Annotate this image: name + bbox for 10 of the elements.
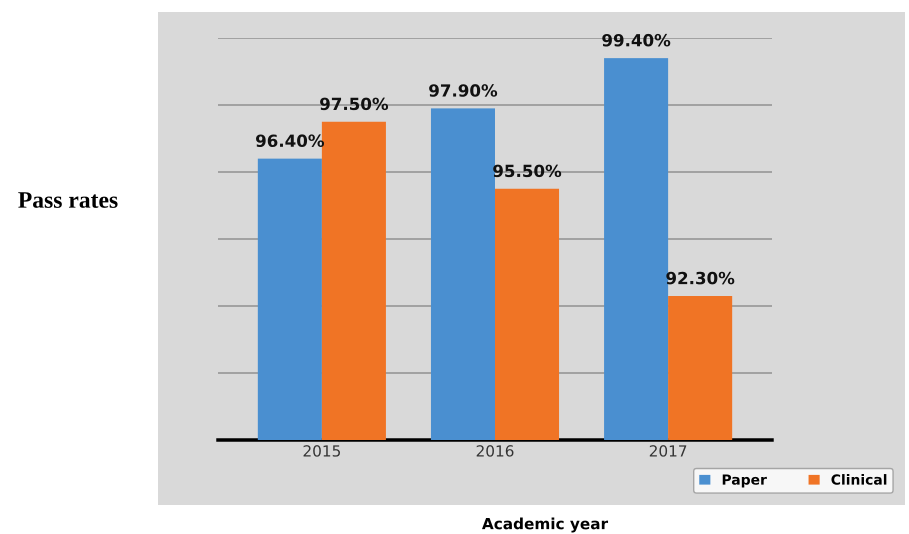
legend-label: Clinical (831, 474, 886, 485)
y-axis-title: Pass rates (18, 192, 118, 208)
x-tick-label: 2016 (476, 445, 514, 457)
x-tick-label: 2017 (650, 445, 686, 457)
data-label: 97.90% (429, 84, 498, 97)
x-tick-label: 2015 (304, 445, 340, 457)
data-label: 99.40% (602, 34, 670, 47)
x-axis-title: Academic year (482, 518, 608, 532)
data-label: 97.50% (320, 98, 388, 110)
legend-label: Paper (722, 474, 767, 488)
